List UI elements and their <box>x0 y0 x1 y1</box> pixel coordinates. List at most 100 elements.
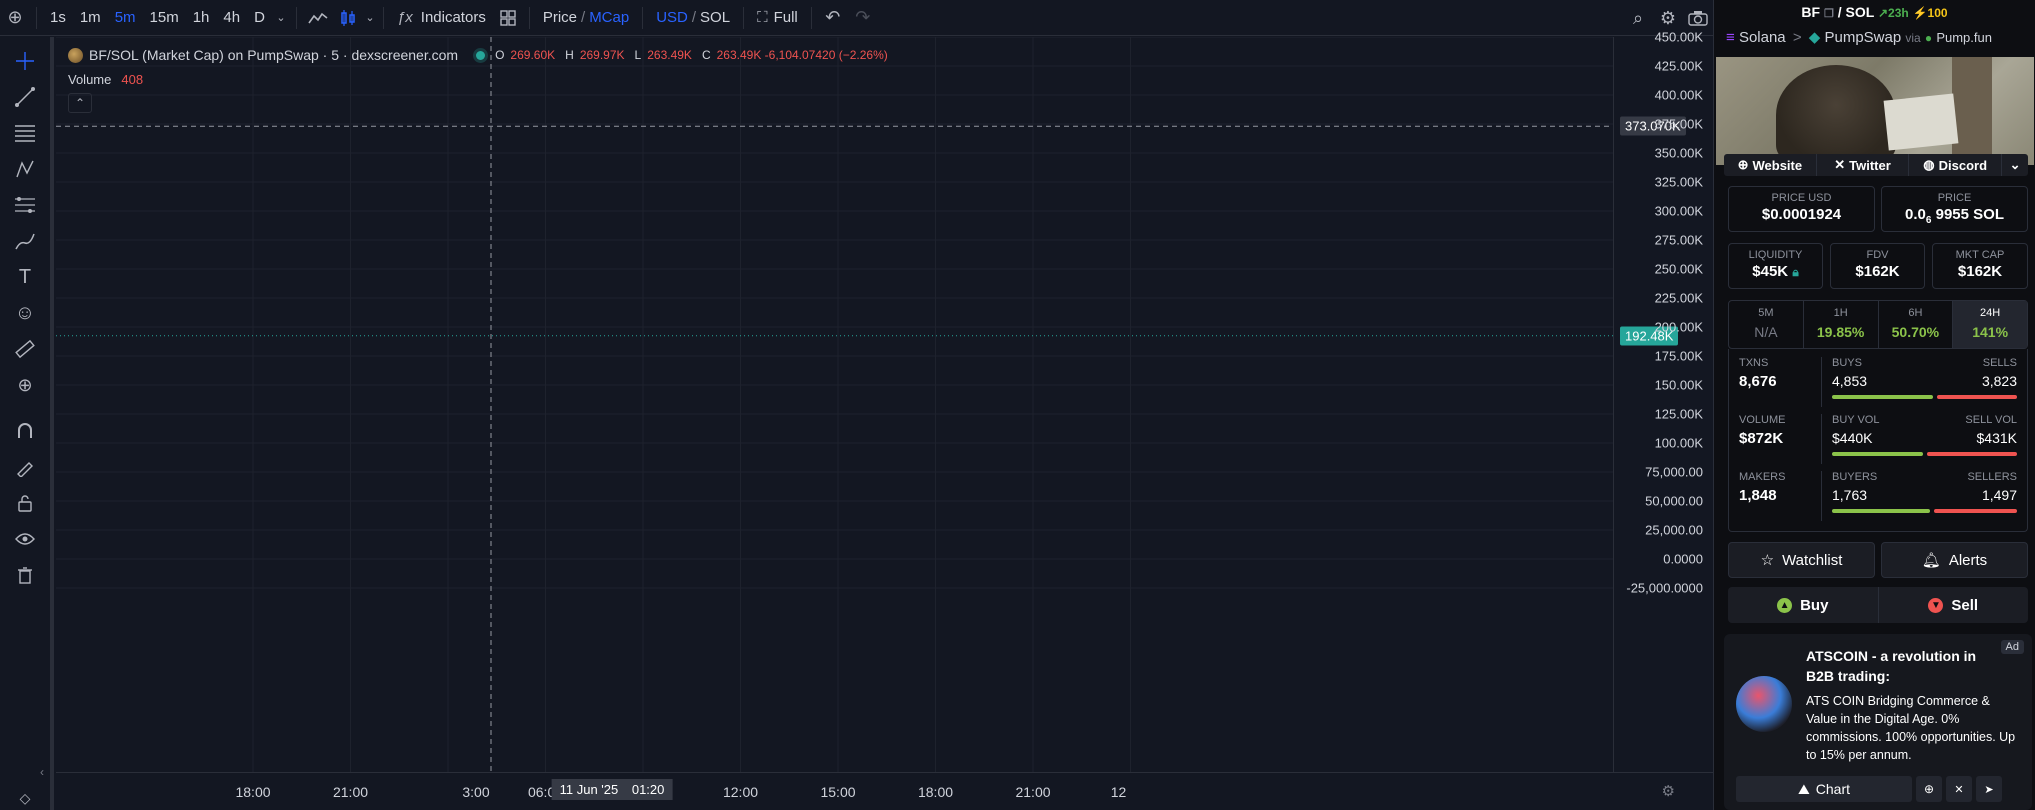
price-mcap-toggle[interactable]: Price / MCap <box>536 0 636 36</box>
indicators-button[interactable]: ƒx Indicators <box>390 0 493 36</box>
undo-icon[interactable]: ↶ <box>825 7 841 27</box>
brush-tool-icon[interactable] <box>0 223 50 259</box>
chart-canvas[interactable] <box>56 37 1613 772</box>
object-tree-icon[interactable]: ◇ <box>19 789 31 806</box>
price-tick-label: 400.00K <box>1654 87 1703 103</box>
ad-x-icon[interactable]: ✕ <box>1946 776 1972 802</box>
ad-tag: Ad <box>2000 640 2024 654</box>
fullscreen-button[interactable]: ⛶ Full <box>750 0 805 36</box>
gear-icon[interactable]: ⚙ <box>1659 7 1677 28</box>
camera-icon[interactable] <box>1683 0 1713 36</box>
mcap-card: MKT CAP $162K <box>1932 243 2028 289</box>
usd-sol-toggle[interactable]: USD / SOL <box>649 0 737 36</box>
redo-icon[interactable]: ↷ <box>855 7 871 27</box>
chevron-down-icon[interactable]: ⌄ <box>276 12 286 24</box>
tab-6h[interactable]: 6H 50.70% <box>1879 301 1954 348</box>
chain-name[interactable]: Solana <box>1738 29 1786 46</box>
token-banner-image <box>1716 57 2034 165</box>
price-sol-label: PRICE <box>1937 192 1972 204</box>
emoji-tool-icon[interactable]: ☺ <box>14 301 36 324</box>
interval-d[interactable]: D <box>254 9 265 26</box>
website-link[interactable]: ⊕ Website <box>1724 154 1817 176</box>
tab-1h[interactable]: 1H 19.85% <box>1804 301 1879 348</box>
chart-icon: ⛰ <box>1798 780 1810 797</box>
pumpswap-icon: ◆ <box>1808 29 1821 46</box>
twitter-link[interactable]: ✕ Twitter <box>1817 154 1910 176</box>
dex-name[interactable]: PumpSwap <box>1824 29 1902 46</box>
volume-label: Volume <box>68 72 112 87</box>
candles-icon[interactable] <box>333 0 363 36</box>
interval-5m[interactable]: 5m <box>114 9 136 26</box>
launchpad-name[interactable]: Pump.fun <box>1936 30 1992 45</box>
add-symbol-icon[interactable]: ⊕ <box>7 7 23 27</box>
more-links-chevron-icon[interactable]: ⌄ <box>2009 157 2021 172</box>
line-chart-icon[interactable] <box>303 0 333 36</box>
crosshair-price-tag: 373.070K <box>1620 116 1686 136</box>
volume-row: VOLUME $872K BUY VOL SELL VOL $440K $431K <box>1729 408 2027 465</box>
price-tick-label: 175.00K <box>1654 348 1703 364</box>
interval-4h[interactable]: 4h <box>223 9 241 26</box>
interval-1s[interactable]: 1s <box>50 9 66 26</box>
chart-pane[interactable]: BF/SOL (Market Cap) on PumpSwap · 5 · de… <box>40 30 1713 810</box>
price-usd-label: PRICE USD <box>1771 192 1832 204</box>
tab-24h[interactable]: 24H 141% <box>1953 301 2027 348</box>
buys-bar <box>1832 395 1934 399</box>
collapse-legend-button[interactable]: ⌃ <box>68 93 92 113</box>
text-tool-icon[interactable]: T <box>18 265 32 288</box>
lock-icon[interactable] <box>0 485 50 521</box>
trash-icon[interactable] <box>0 557 50 593</box>
time-tick-label: 15:00 <box>820 784 856 800</box>
copy-icon[interactable]: ❐ <box>1823 8 1834 20</box>
crosshair-time-tag: 11 Jun '25 01:20 <box>551 779 673 800</box>
interval-1h[interactable]: 1h <box>192 9 210 26</box>
txns-label: TXNS <box>1739 357 1769 369</box>
ad-website-icon[interactable]: ⊕ <box>1916 776 1942 802</box>
globe-icon: ⊕ <box>1737 157 1749 172</box>
fib-tool-icon[interactable] <box>0 115 50 151</box>
volume-bar <box>1832 452 2017 456</box>
alerts-button[interactable]: 🔔︎ Alerts <box>1881 542 2028 578</box>
price-axis[interactable]: 373.070K 192.48K 450.00K 425.00K 400.00K 37… <box>1613 30 1713 772</box>
crosshair-tool-icon[interactable] <box>0 43 50 79</box>
ad-chart-button[interactable]: ⛰ Chart <box>1736 776 1912 802</box>
interval-1m[interactable]: 1m <box>79 9 101 26</box>
ad-telegram-icon[interactable]: ➤ <box>1976 776 2002 802</box>
trend-line-icon[interactable] <box>0 79 50 115</box>
buy-button[interactable]: ▲ Buy <box>1728 587 1879 623</box>
scroll-left-icon[interactable]: ‹ <box>40 765 44 779</box>
tab-6h-value: 50.70% <box>1891 324 1940 340</box>
sell-button[interactable]: ▼ Sell <box>1879 587 2029 623</box>
sponsored-ad[interactable]: Ad ATSCOIN - a revolution in B2B trading… <box>1724 634 2032 810</box>
interval-15m[interactable]: 15m <box>149 9 179 26</box>
eye-icon[interactable] <box>0 521 50 557</box>
prediction-tool-icon[interactable] <box>0 187 50 223</box>
tab-5m[interactable]: 5M N/A <box>1729 301 1804 348</box>
price-sol-zeros: 6 <box>1925 215 1932 226</box>
price-option: Price <box>542 9 578 26</box>
sellers-value: 1,497 <box>1981 487 2017 503</box>
buys-sells-bar <box>1832 395 2017 399</box>
watchlist-button[interactable]: ☆ Watchlist <box>1728 542 1875 578</box>
discord-link[interactable]: ◍ Discord <box>1909 154 2003 176</box>
alerts-label: Alerts <box>1948 551 1988 569</box>
keep-drawing-icon[interactable] <box>0 449 50 485</box>
buy-vol-bar <box>1832 452 1924 456</box>
pair-slash: / <box>1837 4 1842 20</box>
zoom-in-icon[interactable]: ⊕ <box>17 374 33 395</box>
layouts-icon[interactable] <box>493 0 523 36</box>
price-tick-label: 50,000.00 <box>1645 493 1703 509</box>
ruler-tool-icon[interactable] <box>0 331 50 367</box>
time-tick-label: 18:00 <box>917 784 954 800</box>
magnet-icon[interactable] <box>0 413 50 449</box>
chevron-down-icon[interactable]: ⌄ <box>365 12 375 24</box>
axis-settings-icon[interactable]: ⚙ <box>1661 783 1675 800</box>
quick-search-icon[interactable]: ⌕ <box>1632 7 1644 28</box>
pattern-tool-icon[interactable] <box>0 151 50 187</box>
website-label: Website <box>1752 157 1803 173</box>
ad-title: ATSCOIN - a revolution in B2B trading: <box>1806 648 1977 684</box>
slash: / <box>581 9 586 26</box>
price-sol-card: PRICE 0.06 9955 SOL <box>1881 186 2028 232</box>
time-axis[interactable]: 1221:0018:0015:0012:0009:0006:003:0021:0… <box>56 772 1713 810</box>
buy-label: Buy <box>1800 596 1829 614</box>
tab-5m-label: 5M <box>1758 307 1774 319</box>
